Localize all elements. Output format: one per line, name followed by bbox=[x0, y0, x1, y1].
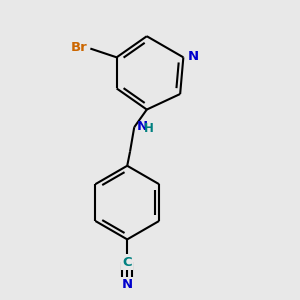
Text: N: N bbox=[137, 120, 148, 133]
Text: H: H bbox=[144, 122, 154, 135]
Text: N: N bbox=[188, 50, 199, 63]
Text: Br: Br bbox=[71, 41, 88, 54]
Text: N: N bbox=[122, 278, 133, 292]
Text: C: C bbox=[122, 256, 132, 269]
